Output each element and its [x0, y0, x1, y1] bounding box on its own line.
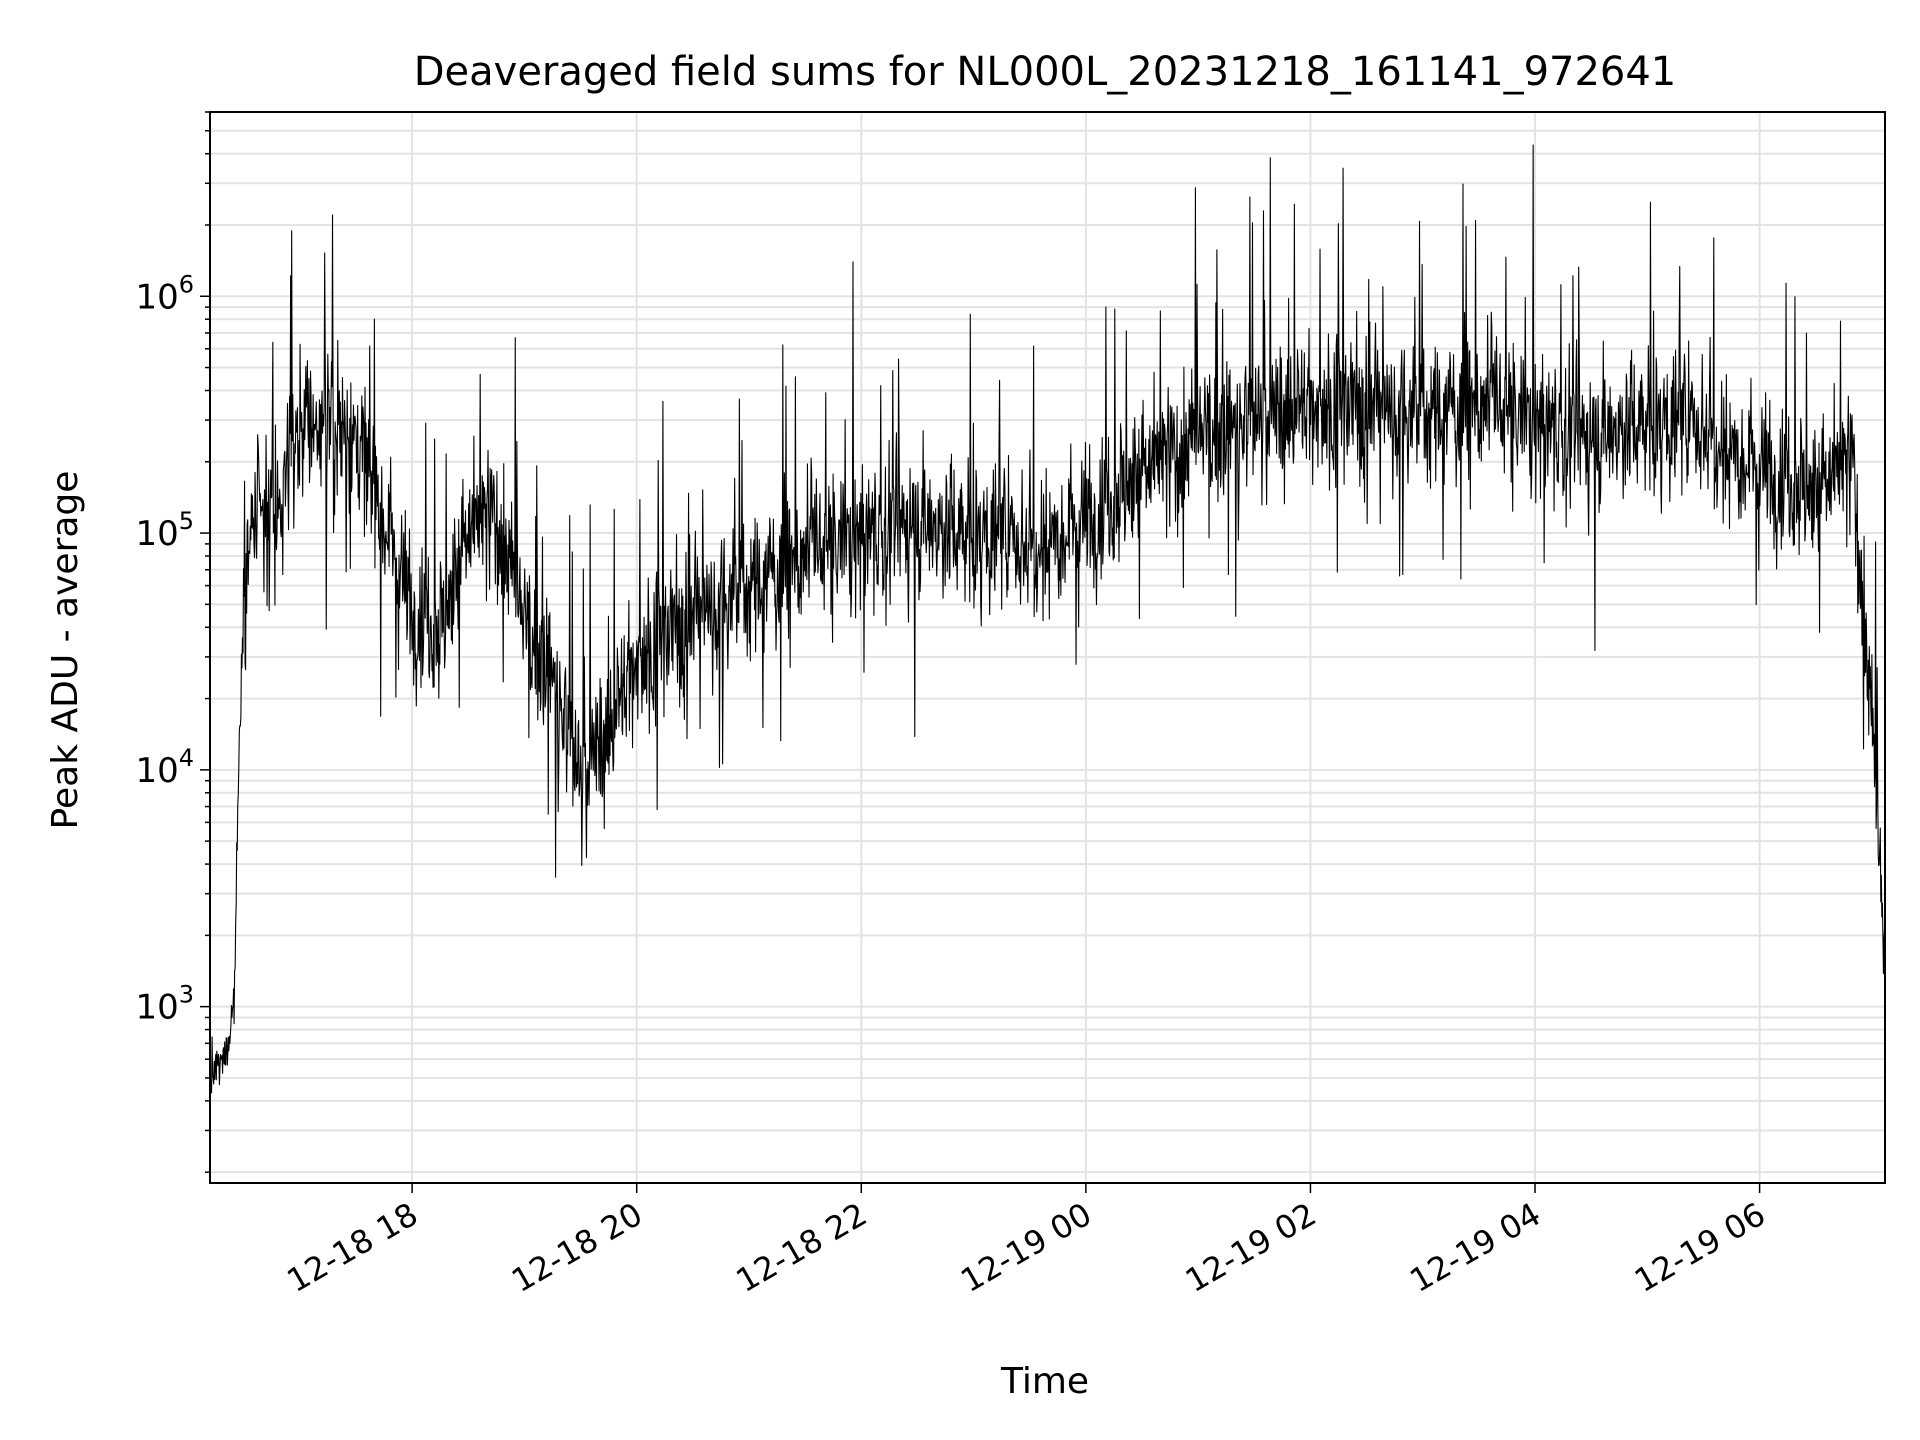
y-tick-label: 105	[135, 507, 194, 554]
y-axis-label: Peak ADU - average	[45, 471, 86, 830]
series-line	[209, 144, 1886, 1094]
y-axis: 103 104 105 106	[135, 111, 210, 1173]
y-tick-label: 106	[135, 270, 194, 317]
series	[209, 144, 1886, 1094]
x-axis-label: Time	[1000, 1361, 1089, 1402]
y-tick-label: 104	[135, 744, 194, 791]
y-tick-label: 103	[135, 981, 194, 1028]
plot-frame	[209, 111, 1886, 1184]
chart-title: Deaveraged field sums for NL000L_2023121…	[414, 49, 1677, 95]
